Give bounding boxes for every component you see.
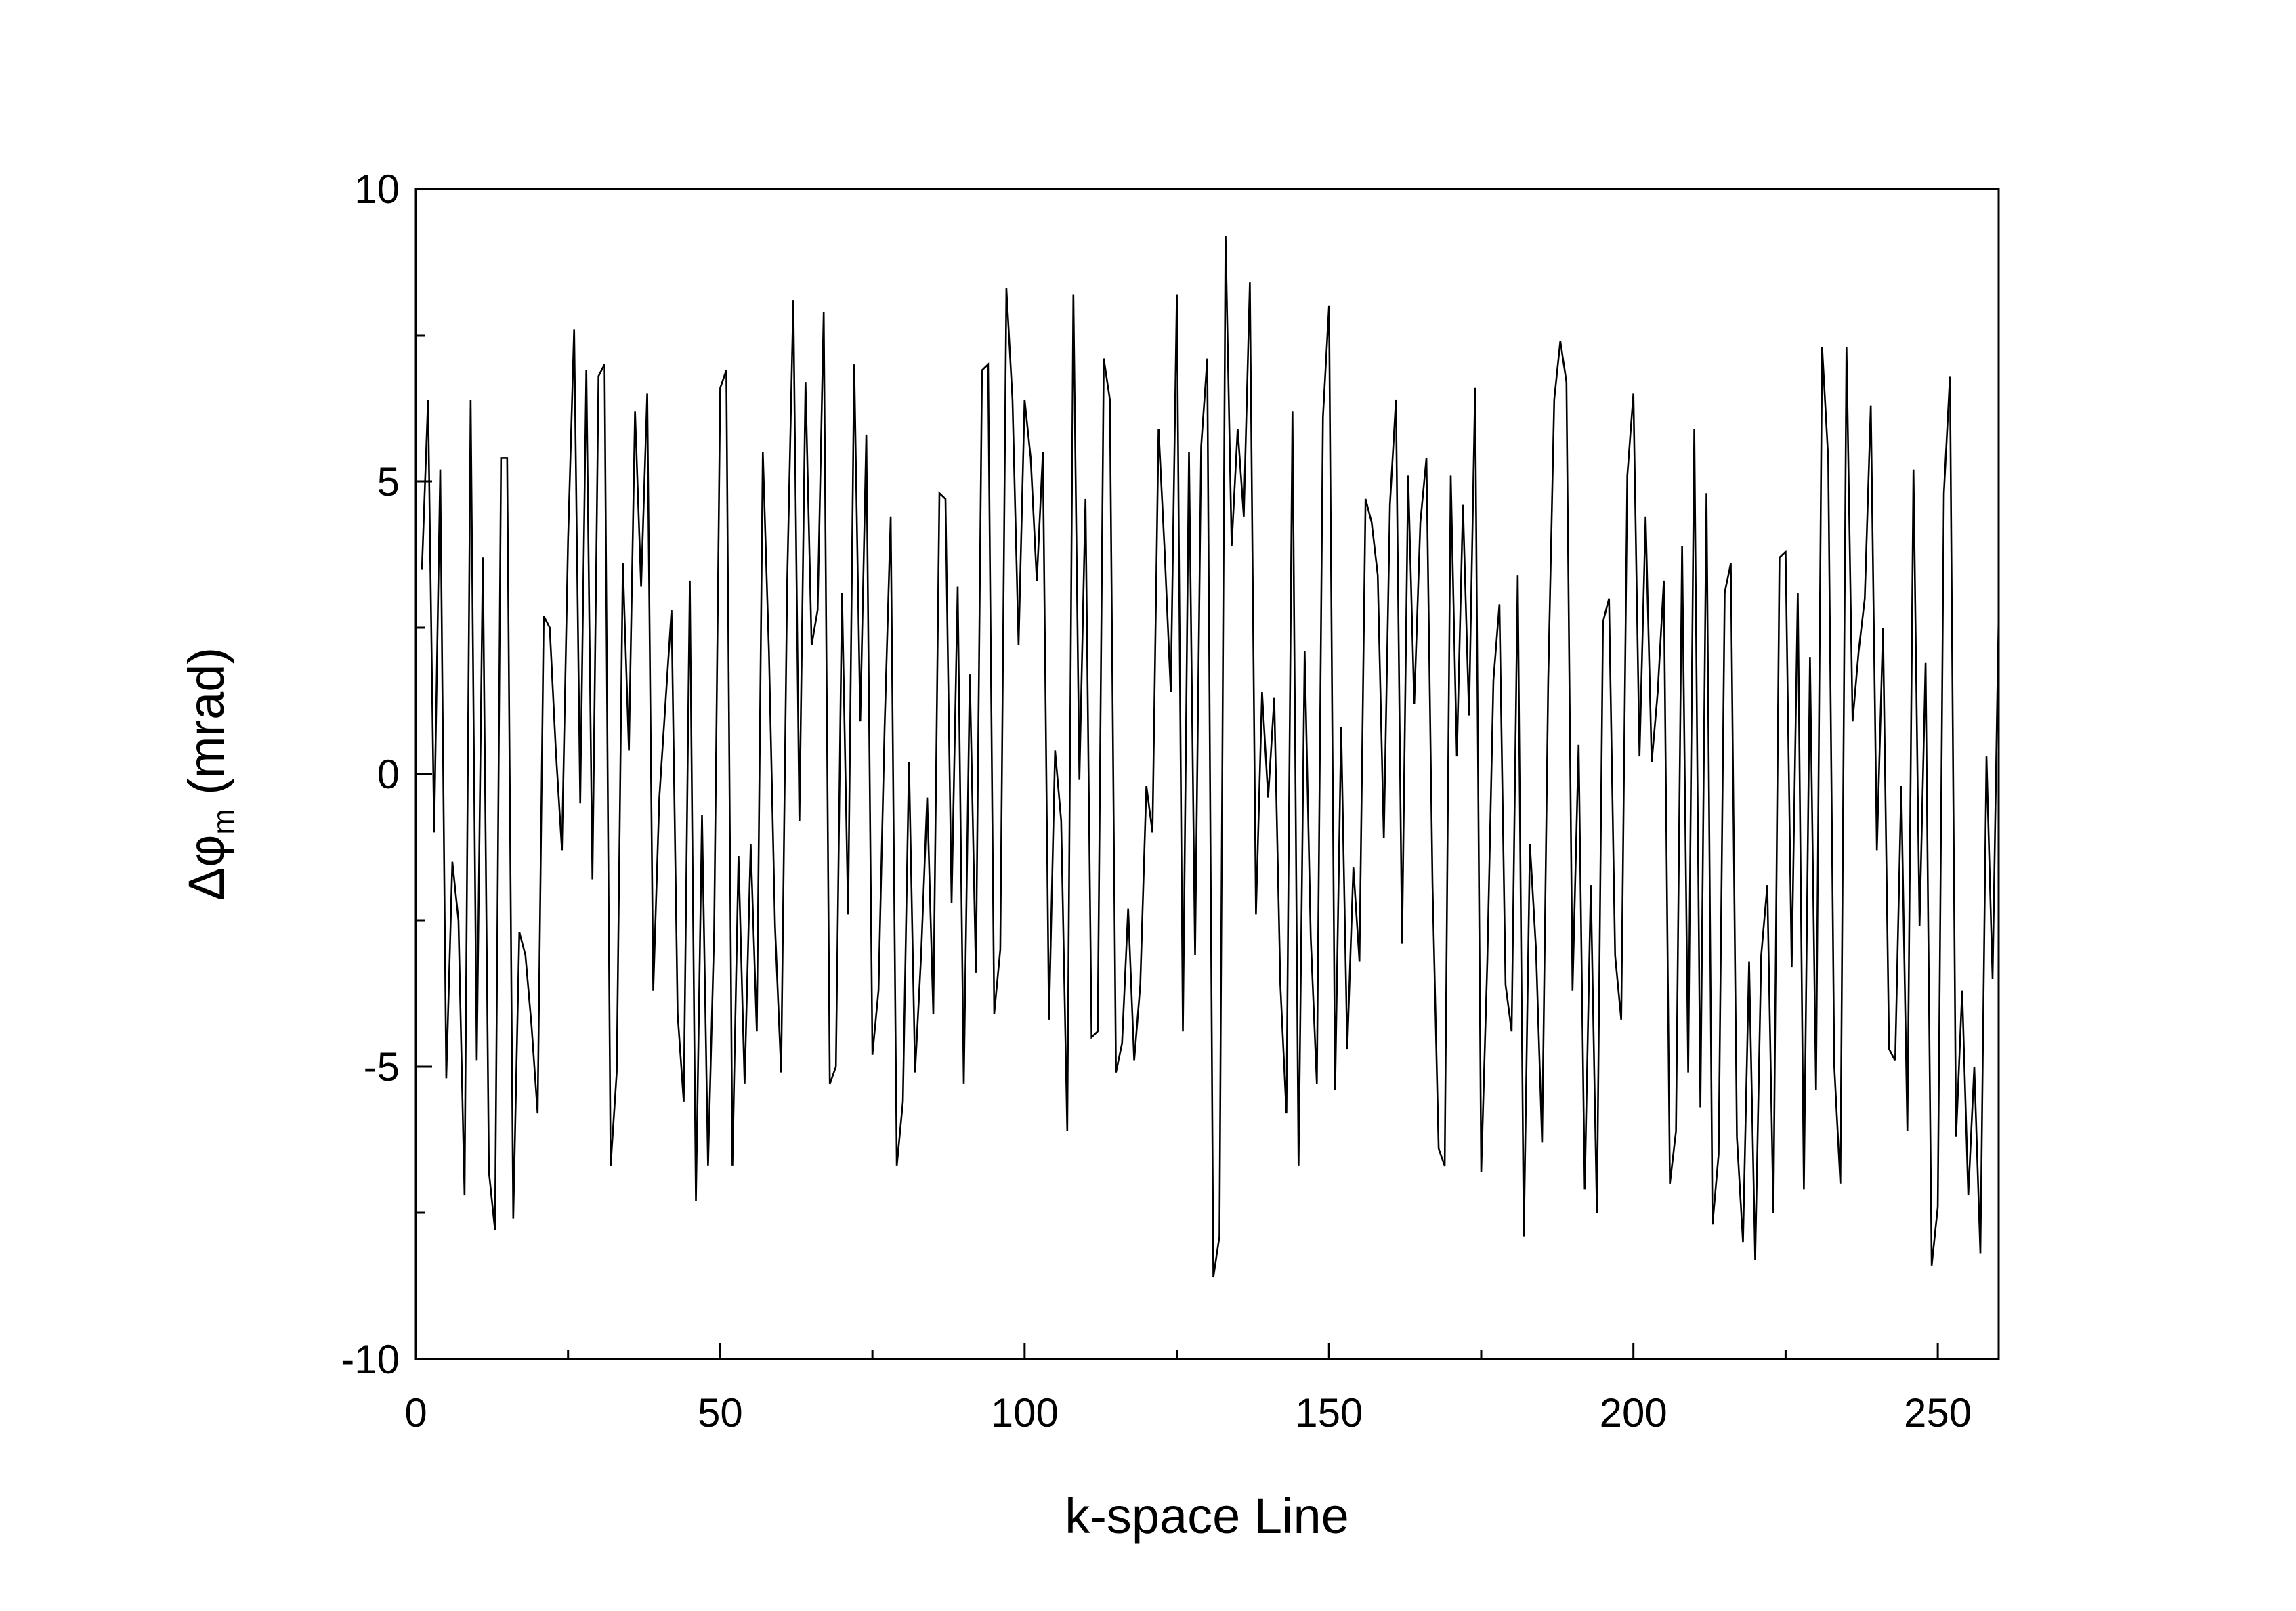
series-line-1: [421, 236, 2000, 1278]
x-tick-label: 150: [1295, 1390, 1363, 1436]
x-tick-label: 50: [698, 1390, 743, 1436]
x-axis-title: k-space Line: [1065, 1488, 1349, 1544]
y-axis-title: Δφm (mrad): [178, 647, 241, 901]
series-layer: [421, 236, 2000, 1278]
x-tick-label: 100: [991, 1390, 1059, 1436]
y-tick-label: -5: [364, 1044, 400, 1090]
x-tick-label: 250: [1904, 1390, 1972, 1436]
x-tick-label: 200: [1600, 1390, 1667, 1436]
y-tick-label: 5: [377, 459, 400, 504]
y-axis-title-prefix: Δφ: [178, 835, 234, 901]
y-axis-title-subscript: m: [206, 809, 241, 834]
x-axis-ticks: 0 50 100 150 200 250: [404, 1343, 1972, 1436]
y-axis-title-suffix: (mrad): [178, 647, 234, 809]
y-tick-label: -10: [341, 1337, 400, 1382]
y-tick-label: 0: [377, 752, 400, 797]
x-tick-label: 0: [404, 1390, 427, 1436]
y-tick-label: 10: [354, 167, 400, 212]
y-axis-ticks: -10 -5 0 5 10: [341, 167, 432, 1382]
